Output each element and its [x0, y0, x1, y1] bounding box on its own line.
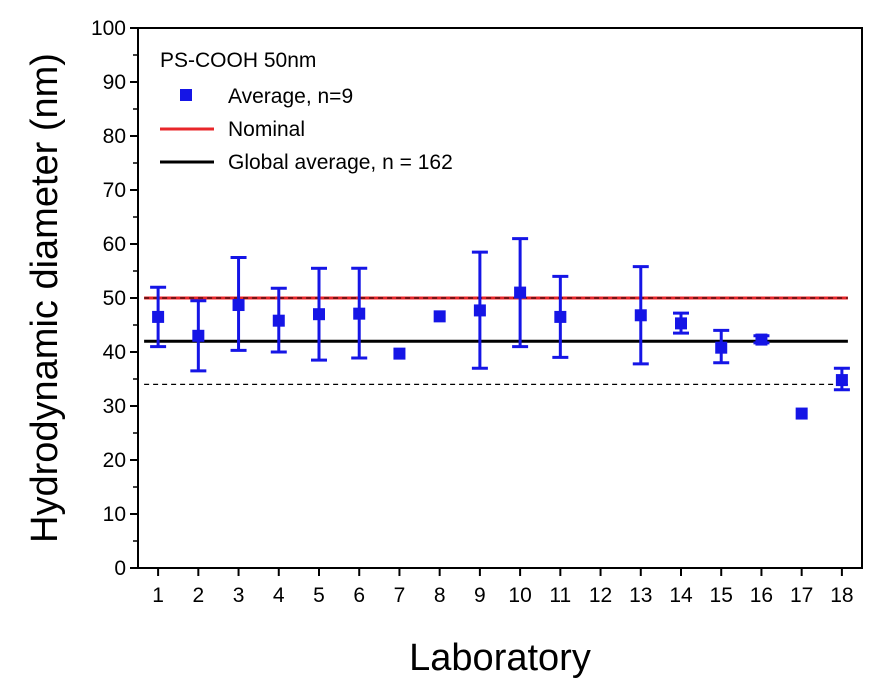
- x-tick-label: 14: [669, 584, 693, 607]
- data-point-lab-5: [313, 308, 325, 321]
- data-points: [150, 237, 850, 420]
- y-axis-ticks: 0 10 20 30 40 50 60 70 80 90 100: [91, 17, 138, 580]
- x-axis-ticks: 1 2 3 4 5 6 7 8 9 10 11 12 13 14 15 16 17 18: [152, 568, 854, 607]
- y-axis-title: Hydrodynamic diameter (nm): [24, 53, 66, 543]
- data-point-lab-13: [634, 309, 647, 322]
- x-tick-label: 13: [629, 584, 652, 607]
- legend-entry-average: Average, n=9: [228, 85, 353, 108]
- y-tick-label: 20: [103, 449, 126, 472]
- y-tick-label: 70: [103, 179, 126, 202]
- data-point-lab-14: [675, 317, 687, 330]
- x-tick-label: 5: [313, 584, 325, 607]
- y-tick-label: 90: [103, 71, 126, 94]
- legend-entry-global-average: Global average, n = 162: [228, 151, 453, 174]
- plot-frame: [137, 27, 863, 569]
- data-point-lab-15: [715, 341, 728, 354]
- x-axis-title: Laboratory: [409, 637, 591, 679]
- data-point-lab-10: [514, 286, 527, 299]
- reference-lines: [144, 296, 848, 385]
- y-tick-label: 40: [103, 341, 126, 364]
- x-tick-label: 1: [152, 584, 164, 607]
- data-point-lab-1: [152, 310, 165, 323]
- data-point-lab-6: [353, 307, 366, 320]
- data-point-lab-2: [192, 329, 205, 342]
- y-tick-label: 0: [114, 557, 126, 580]
- legend-title: PS-COOH 50nm: [160, 49, 316, 72]
- data-point-lab-7: [393, 347, 406, 360]
- legend-entry-nominal: Nominal: [228, 118, 305, 141]
- y-tick-label: 100: [91, 17, 126, 40]
- y-tick-label: 10: [103, 503, 126, 526]
- data-point-lab-4: [272, 314, 285, 327]
- data-point-lab-17: [795, 407, 808, 420]
- x-tick-label: 11: [549, 584, 571, 607]
- x-tick-label: 18: [830, 584, 853, 607]
- x-tick-label: 6: [353, 584, 365, 607]
- x-tick-label: 17: [790, 584, 813, 607]
- x-tick-label: 3: [233, 584, 245, 607]
- data-point-lab-11: [554, 310, 567, 323]
- y-tick-label: 50: [103, 287, 126, 310]
- legend: PS-COOH 50nm Average, n=9 Nominal Global…: [160, 49, 453, 174]
- legend-marker-average: [180, 89, 192, 101]
- x-tick-label: 7: [394, 584, 406, 607]
- x-tick-label: 15: [710, 584, 733, 607]
- data-point-lab-16: [755, 333, 768, 346]
- data-point-lab-9: [473, 304, 486, 317]
- data-point-lab-8: [433, 310, 446, 323]
- x-tick-label: 12: [589, 584, 612, 607]
- x-tick-label: 8: [434, 584, 446, 607]
- x-tick-label: 16: [750, 584, 773, 607]
- x-tick-label: 2: [192, 584, 204, 607]
- y-tick-label: 60: [103, 233, 126, 256]
- y-tick-label: 80: [103, 125, 126, 148]
- data-point-lab-18: [835, 374, 848, 387]
- x-tick-label: 9: [474, 584, 486, 607]
- data-point-lab-3: [232, 299, 245, 312]
- x-tick-label: 4: [273, 584, 285, 607]
- x-tick-label: 10: [508, 584, 531, 607]
- y-tick-label: 30: [103, 395, 126, 418]
